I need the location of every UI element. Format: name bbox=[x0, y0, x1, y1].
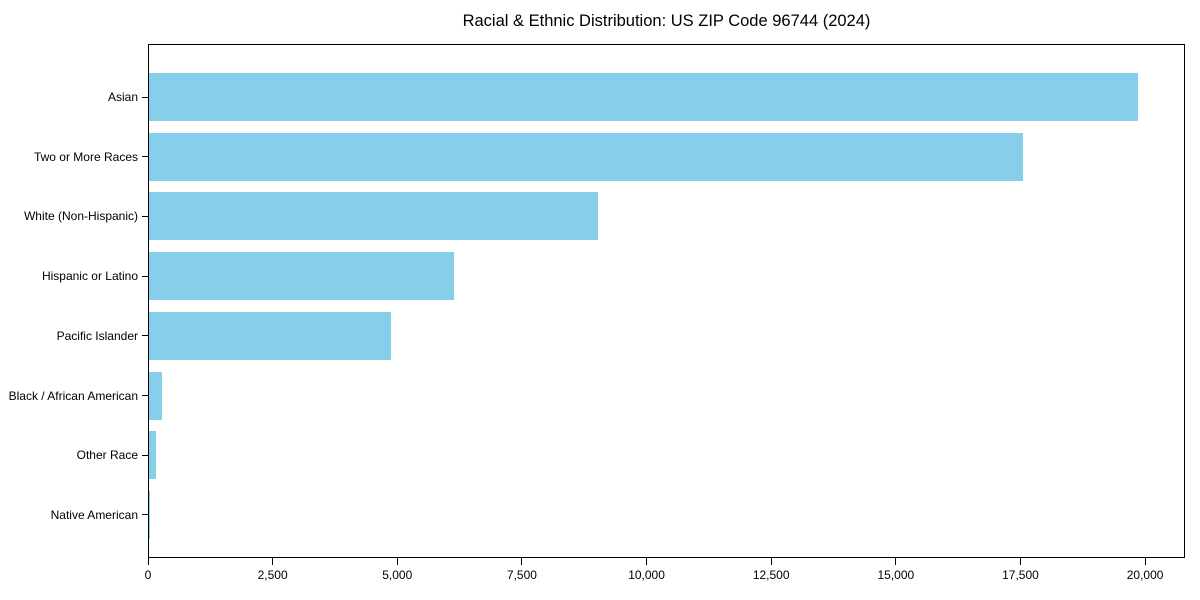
x-tick-mark bbox=[521, 558, 523, 565]
y-tick-label-asian: Asian bbox=[107, 90, 138, 104]
x-tick-mark bbox=[272, 558, 274, 565]
x-tick-label-0: 0 bbox=[144, 568, 152, 582]
x-tick-label-20000: 20,000 bbox=[1126, 568, 1164, 582]
y-tick-label-pacific-islander: Pacific Islander bbox=[56, 328, 138, 343]
y-tick-mark bbox=[142, 454, 148, 456]
y-tick-label-other-race: Other Race bbox=[76, 448, 138, 463]
x-tick-label-12500: 12,500 bbox=[752, 568, 790, 582]
y-tick-label-two-or-more-races: Two or More Races bbox=[33, 149, 138, 164]
bar-pacific-islander bbox=[149, 311, 392, 360]
chart-title: Racial & Ethnic Distribution: US ZIP Cod… bbox=[462, 12, 871, 30]
y-tick-label-hispanic-or-latino: Hispanic or Latino bbox=[41, 269, 138, 284]
bar-hispanic-or-latino bbox=[149, 252, 455, 301]
x-tick-mark bbox=[396, 558, 398, 565]
x-tick-label-10000: 10,000 bbox=[628, 568, 665, 582]
x-tick-label-7500: 7,500 bbox=[506, 568, 537, 582]
x-tick-label-17500: 17,500 bbox=[1002, 568, 1039, 582]
bar-white-non-hispanic bbox=[149, 192, 599, 241]
bar-two-or-more-races bbox=[149, 132, 1023, 181]
y-tick-label-native-american: Native American bbox=[50, 507, 138, 522]
x-tick-mark bbox=[770, 558, 772, 565]
x-tick-mark bbox=[646, 558, 648, 565]
x-tick-label-5000: 5,000 bbox=[382, 568, 413, 582]
x-tick-label-2500: 2,500 bbox=[257, 568, 288, 582]
y-tick-label-white-non-hispanic: White (Non-Hispanic) bbox=[23, 209, 138, 224]
y-tick-mark bbox=[142, 395, 148, 397]
plot-area bbox=[148, 44, 1185, 558]
x-tick-mark bbox=[1019, 558, 1021, 565]
y-tick-label-black-african-american: Black / African American bbox=[8, 388, 138, 403]
y-tick-mark bbox=[142, 275, 148, 277]
x-tick-mark bbox=[895, 558, 897, 565]
bar-native-american bbox=[149, 490, 151, 539]
y-tick-mark bbox=[142, 335, 148, 337]
x-tick-mark bbox=[1144, 558, 1146, 565]
y-tick-mark bbox=[142, 215, 148, 217]
bar-asian bbox=[149, 73, 1139, 121]
y-tick-mark bbox=[142, 514, 148, 516]
bar-black-african-american bbox=[149, 371, 162, 420]
x-tick-mark bbox=[147, 558, 149, 565]
x-tick-label-15000: 15,000 bbox=[877, 568, 915, 582]
y-tick-mark bbox=[142, 96, 148, 98]
bar-other-race bbox=[149, 431, 156, 480]
y-tick-mark bbox=[142, 156, 148, 158]
